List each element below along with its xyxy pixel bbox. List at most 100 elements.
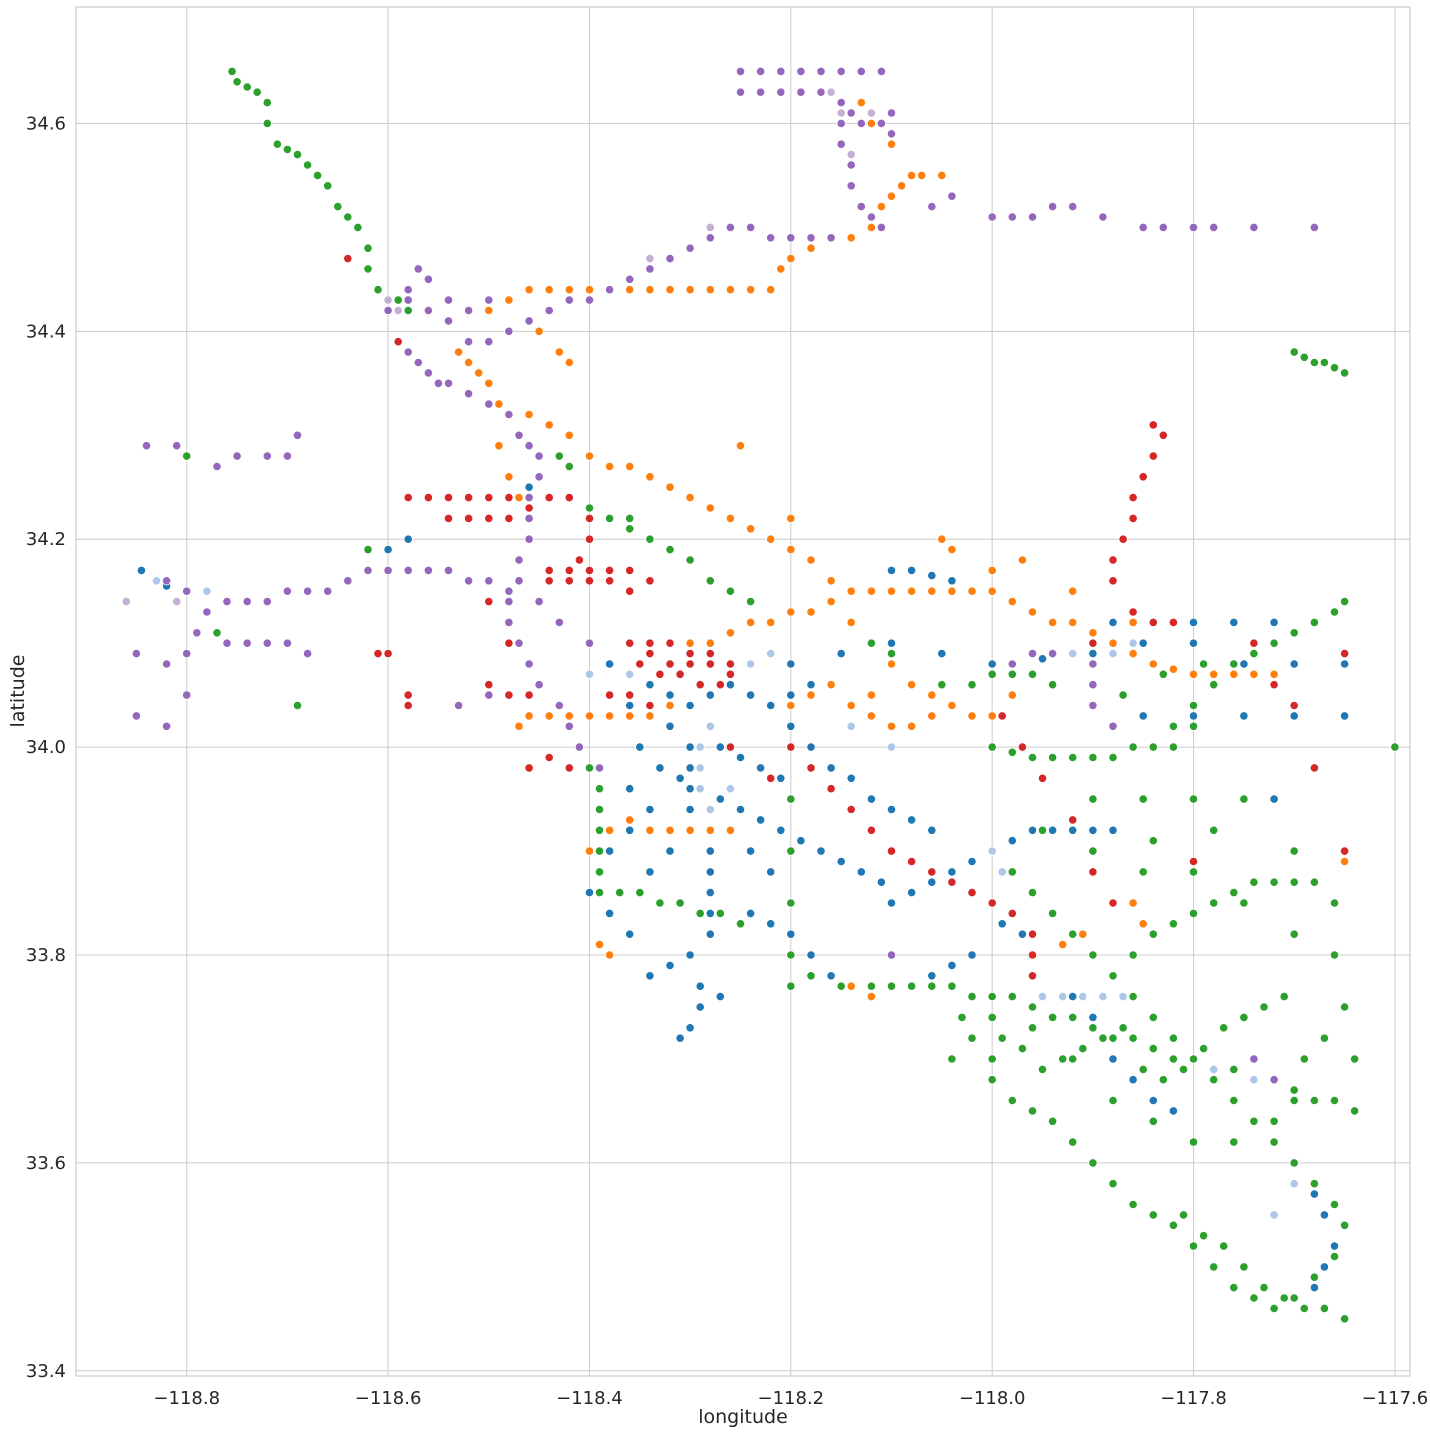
- y-tick-label: 33.4: [26, 1361, 66, 1382]
- data-point: [1209, 680, 1219, 690]
- data-point: [1108, 617, 1118, 628]
- data-point: [997, 711, 1007, 721]
- data-point: [1088, 846, 1098, 856]
- data-point: [1138, 472, 1148, 482]
- data-point: [413, 357, 423, 368]
- data-point: [484, 680, 494, 690]
- data-point: [1289, 1179, 1299, 1189]
- data-point: [1340, 659, 1350, 669]
- data-point: [1148, 929, 1158, 939]
- data-point: [1289, 1158, 1299, 1168]
- data-point: [544, 285, 554, 295]
- data-point: [1188, 1241, 1199, 1251]
- data-point: [524, 513, 534, 524]
- data-point: [997, 1033, 1007, 1043]
- data-point: [463, 576, 474, 586]
- data-point: [705, 576, 715, 586]
- data-point: [947, 586, 957, 596]
- data-point: [343, 254, 353, 264]
- data-point: [906, 856, 917, 867]
- data-point: [202, 607, 212, 617]
- data-point: [615, 887, 625, 898]
- data-point: [685, 1023, 695, 1033]
- data-point: [403, 492, 413, 503]
- data-point: [695, 784, 705, 794]
- data-point: [1027, 607, 1038, 617]
- data-point: [715, 680, 725, 690]
- data-point: [695, 981, 705, 991]
- data-point: [131, 648, 141, 659]
- data-point: [151, 576, 162, 586]
- data-point: [826, 596, 836, 607]
- data-point: [876, 202, 887, 212]
- data-point: [262, 98, 272, 108]
- data-point: [172, 596, 182, 607]
- data-point: [1118, 534, 1128, 544]
- data-point: [504, 617, 514, 628]
- data-point: [1188, 867, 1199, 877]
- data-point: [645, 680, 655, 690]
- data-point: [876, 118, 887, 129]
- data-point: [967, 991, 977, 1002]
- data-point: [262, 638, 272, 648]
- data-point: [1168, 721, 1179, 731]
- data-point: [826, 576, 836, 586]
- data-point: [1249, 1054, 1259, 1064]
- data-point: [1068, 1012, 1078, 1023]
- data-point: [564, 763, 574, 773]
- data-point: [725, 513, 736, 524]
- data-point: [484, 690, 494, 700]
- plot-frame: [75, 6, 1411, 1377]
- data-point: [1249, 648, 1259, 659]
- data-point: [1309, 1283, 1320, 1293]
- data-point: [786, 950, 796, 960]
- data-point: [463, 492, 474, 503]
- data-point: [1199, 1231, 1209, 1241]
- data-point: [1229, 1283, 1239, 1293]
- data-point: [1209, 825, 1219, 835]
- data-point: [715, 908, 725, 919]
- data-point: [766, 617, 776, 628]
- data-point: [806, 555, 816, 565]
- data-point: [604, 565, 615, 576]
- x-tick-label: −117.6: [1362, 1388, 1429, 1409]
- data-point: [675, 898, 685, 908]
- data-point: [1209, 1064, 1219, 1075]
- data-point: [1199, 1044, 1209, 1054]
- data-point: [393, 305, 403, 316]
- data-point: [423, 492, 433, 503]
- data-point: [1037, 654, 1048, 664]
- data-point: [584, 576, 595, 586]
- data-point: [665, 825, 675, 835]
- data-point: [705, 222, 715, 232]
- data-point: [1108, 825, 1118, 835]
- data-point: [1068, 202, 1078, 212]
- data-point: [1289, 700, 1299, 711]
- data-point: [625, 815, 635, 825]
- data-point: [947, 700, 957, 711]
- data-points: [121, 66, 1400, 1324]
- data-point: [1269, 617, 1279, 628]
- data-point: [735, 441, 746, 451]
- y-tick-label: 34.0: [26, 737, 66, 758]
- data-point: [443, 492, 454, 503]
- data-point: [1148, 1210, 1158, 1220]
- data-point: [1329, 607, 1340, 617]
- data-point: [343, 212, 353, 222]
- data-point: [1068, 752, 1078, 763]
- data-point: [192, 628, 202, 638]
- data-point: [1148, 617, 1158, 628]
- data-point: [393, 295, 403, 305]
- data-point: [776, 264, 786, 274]
- data-point: [1007, 867, 1017, 877]
- data-point: [584, 503, 595, 513]
- data-point: [947, 981, 957, 991]
- data-point: [635, 742, 645, 752]
- data-point: [947, 544, 957, 555]
- data-point: [1068, 586, 1078, 596]
- data-point: [504, 326, 514, 336]
- data-point: [514, 555, 524, 565]
- data-point: [886, 129, 897, 139]
- data-point: [1309, 877, 1320, 887]
- data-point: [665, 254, 675, 264]
